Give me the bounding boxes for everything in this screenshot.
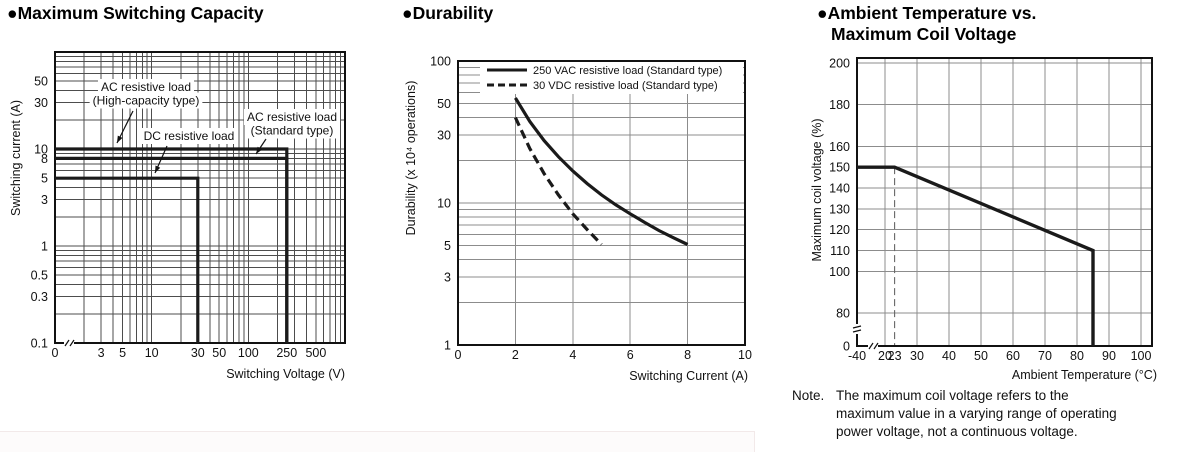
chart2-title-text: Durability — [412, 3, 494, 23]
svg-text:30: 30 — [191, 346, 205, 360]
bullet-icon: ● — [7, 3, 18, 23]
svg-text:150: 150 — [829, 161, 850, 175]
svg-text:Durability (x 10⁴ operations): Durability (x 10⁴ operations) — [404, 81, 418, 236]
svg-text:30 VDC resistive load (Standar: 30 VDC resistive load (Standard type) — [533, 80, 718, 92]
svg-text:250: 250 — [276, 346, 297, 360]
note-line: maximum value in a varying range of oper… — [836, 406, 1117, 421]
svg-text:40: 40 — [942, 349, 956, 363]
svg-text:-40: -40 — [848, 349, 866, 363]
svg-text:100: 100 — [1131, 349, 1152, 363]
svg-text:80: 80 — [836, 307, 850, 321]
svg-text:3: 3 — [98, 346, 105, 360]
svg-text:0: 0 — [52, 346, 59, 360]
svg-text:50: 50 — [974, 349, 988, 363]
note-line: The maximum coil voltage refers to the — [836, 388, 1069, 403]
svg-text:10: 10 — [437, 197, 451, 211]
svg-text:Switching current (A): Switching current (A) — [9, 100, 23, 216]
bullet-icon: ● — [402, 3, 413, 23]
svg-text:8: 8 — [684, 348, 691, 362]
chart-durability: 250 VAC resistive load (Standard type)30… — [404, 55, 752, 384]
svg-text:130: 130 — [829, 202, 850, 216]
note: Note. The maximum coil voltage refers to… — [792, 387, 1194, 441]
svg-text:50: 50 — [437, 97, 451, 111]
svg-text:100: 100 — [430, 55, 451, 69]
chart-maximum-switching-capacity: 0 3 5 10 30 50 100 250 50050301085310.50.30.1Swi… — [9, 51, 346, 381]
svg-text:50: 50 — [212, 346, 226, 360]
svg-text:140: 140 — [829, 182, 850, 196]
svg-text:70: 70 — [1038, 349, 1052, 363]
svg-text:AC resistive load: AC resistive load — [247, 110, 337, 124]
svg-text:1: 1 — [41, 240, 48, 254]
svg-text:(Standard type): (Standard type) — [251, 124, 334, 138]
svg-text:50: 50 — [34, 75, 48, 89]
svg-text:110: 110 — [830, 244, 850, 258]
svg-text:0.3: 0.3 — [31, 290, 48, 304]
svg-text:30: 30 — [910, 349, 924, 363]
svg-text:5: 5 — [444, 239, 451, 253]
chart3-title-line2: Maximum Coil Voltage — [831, 24, 1017, 44]
svg-text:0: 0 — [455, 348, 462, 362]
svg-text:Switching Current (A): Switching Current (A) — [629, 369, 748, 383]
svg-text:180: 180 — [829, 98, 850, 112]
svg-text:250 VAC resistive load (Standa: 250 VAC resistive load (Standard type) — [533, 65, 722, 77]
svg-text:Maximum coil voltage (%): Maximum coil voltage (%) — [810, 118, 824, 261]
svg-text:3: 3 — [41, 193, 48, 207]
svg-text:5: 5 — [119, 346, 126, 360]
svg-text:8: 8 — [41, 152, 48, 166]
svg-text:0.5: 0.5 — [31, 269, 48, 283]
svg-text:Switching Voltage (V): Switching Voltage (V) — [226, 367, 345, 381]
svg-text:80: 80 — [1070, 349, 1084, 363]
svg-text:6: 6 — [627, 348, 634, 362]
svg-text:100: 100 — [238, 346, 259, 360]
chart1-title: ●Maximum Switching Capacity — [7, 3, 264, 24]
svg-text:DC resistive load: DC resistive load — [144, 129, 235, 143]
svg-text:4: 4 — [569, 348, 576, 362]
svg-text:23: 23 — [888, 349, 902, 363]
svg-text:Ambient Temperature (°C): Ambient Temperature (°C) — [1012, 368, 1157, 382]
svg-text:0: 0 — [843, 340, 850, 354]
note-text: The maximum coil voltage refers to the m… — [836, 387, 1117, 441]
chart3-title: ●Ambient Temperature vs. Maximum Coil Vo… — [817, 3, 1036, 45]
svg-text:1: 1 — [444, 339, 451, 353]
svg-text:5: 5 — [41, 172, 48, 186]
svg-text:20: 20 — [878, 349, 892, 363]
svg-text:100: 100 — [829, 265, 850, 279]
svg-text:(High-capacity type): (High-capacity type) — [93, 94, 200, 108]
svg-text:10: 10 — [34, 143, 48, 157]
chart3-title-line1: Ambient Temperature vs. — [827, 3, 1037, 23]
svg-text:500: 500 — [305, 346, 326, 360]
svg-text:3: 3 — [444, 271, 451, 285]
svg-text:10: 10 — [145, 346, 159, 360]
svg-text:90: 90 — [1102, 349, 1116, 363]
bottom-divider — [0, 431, 755, 452]
svg-text:200: 200 — [829, 57, 850, 71]
svg-text:AC resistive load: AC resistive load — [101, 80, 191, 94]
svg-text:0.1: 0.1 — [31, 337, 48, 351]
bullet-icon: ● — [817, 3, 828, 23]
svg-text:2: 2 — [512, 348, 519, 362]
note-line: power voltage, not a continuous voltage. — [836, 424, 1078, 439]
svg-text:60: 60 — [1006, 349, 1020, 363]
svg-text:30: 30 — [437, 129, 451, 143]
svg-text:120: 120 — [829, 223, 850, 237]
svg-text:160: 160 — [829, 140, 850, 154]
note-label: Note. — [792, 388, 825, 403]
svg-text:30: 30 — [34, 96, 48, 110]
chart2-title: ●Durability — [402, 3, 493, 24]
chart1-title-text: Maximum Switching Capacity — [17, 3, 264, 23]
svg-text:10: 10 — [738, 348, 752, 362]
